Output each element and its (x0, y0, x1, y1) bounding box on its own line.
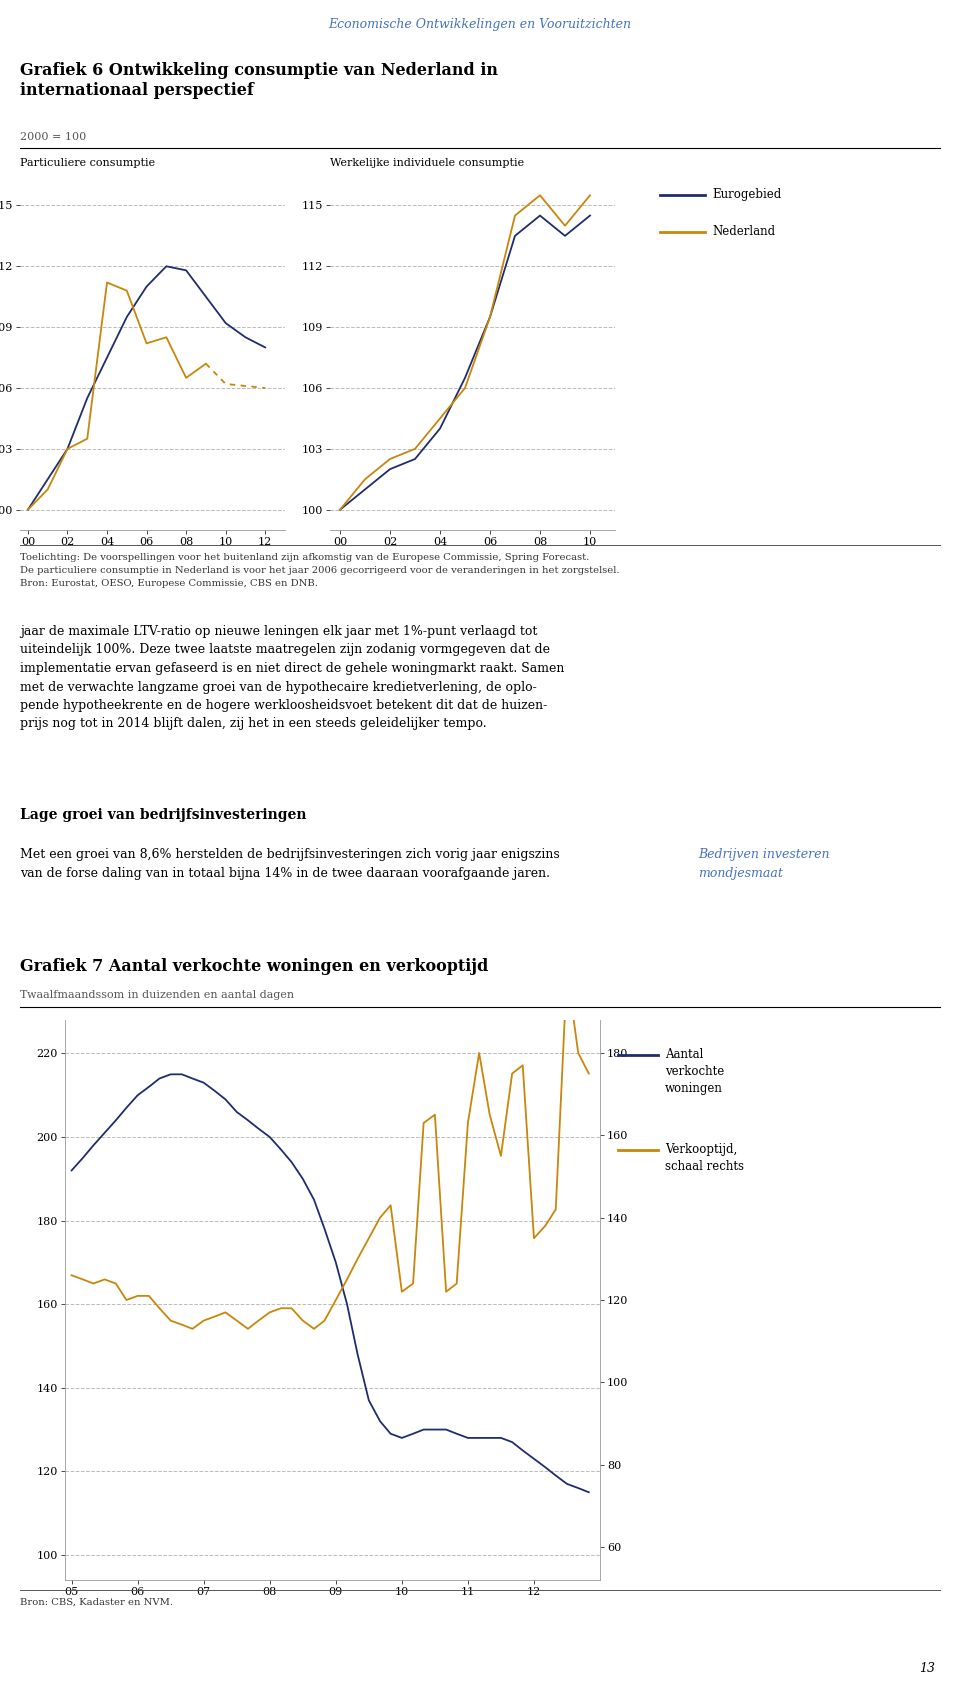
Text: Toelichting: De voorspellingen voor het buitenland zijn afkomstig van de Europes: Toelichting: De voorspellingen voor het … (20, 554, 589, 562)
Text: Verkooptijd,
schaal rechts: Verkooptijd, schaal rechts (665, 1143, 744, 1173)
Text: 13: 13 (919, 1663, 935, 1674)
Text: Lage groei van bedrijfsinvesteringen: Lage groei van bedrijfsinvesteringen (20, 809, 306, 822)
Text: Nederland: Nederland (712, 225, 775, 238)
Text: Grafiek 7 Aantal verkochte woningen en verkooptijd: Grafiek 7 Aantal verkochte woningen en v… (20, 959, 489, 976)
Text: Met een groei van 8,6% herstelden de bedrijfsinvesteringen zich vorig jaar enigs: Met een groei van 8,6% herstelden de bed… (20, 847, 560, 879)
Text: Aantal
verkochte
woningen: Aantal verkochte woningen (665, 1048, 724, 1096)
Text: Bron: Eurostat, OESO, Europese Commissie, CBS en DNB.: Bron: Eurostat, OESO, Europese Commissie… (20, 579, 318, 587)
Text: Bron: CBS, Kadaster en NVM.: Bron: CBS, Kadaster en NVM. (20, 1599, 173, 1607)
Text: Economische Ontwikkelingen en Vooruitzichten: Economische Ontwikkelingen en Vooruitzic… (328, 19, 632, 30)
Text: Bedrijven investeren
mondjesmaat: Bedrijven investeren mondjesmaat (698, 847, 829, 879)
Text: Werkelijke individuele consumptie: Werkelijke individuele consumptie (330, 159, 524, 169)
Text: De particuliere consumptie in Nederland is voor het jaar 2006 gecorrigeerd voor : De particuliere consumptie in Nederland … (20, 565, 619, 576)
Text: Grafiek 6 Ontwikkeling consumptie van Nederland in
internationaal perspectief: Grafiek 6 Ontwikkeling consumptie van Ne… (20, 62, 498, 98)
Text: 2000 = 100: 2000 = 100 (20, 132, 86, 142)
Text: jaar de maximale LTV-ratio op nieuwe leningen elk jaar met 1%-punt verlaagd tot
: jaar de maximale LTV-ratio op nieuwe len… (20, 625, 564, 731)
Text: Particuliere consumptie: Particuliere consumptie (20, 159, 156, 169)
Text: Twaalfmaandssom in duizenden en aantal dagen: Twaalfmaandssom in duizenden en aantal d… (20, 989, 294, 999)
Text: Eurogebied: Eurogebied (712, 187, 781, 201)
